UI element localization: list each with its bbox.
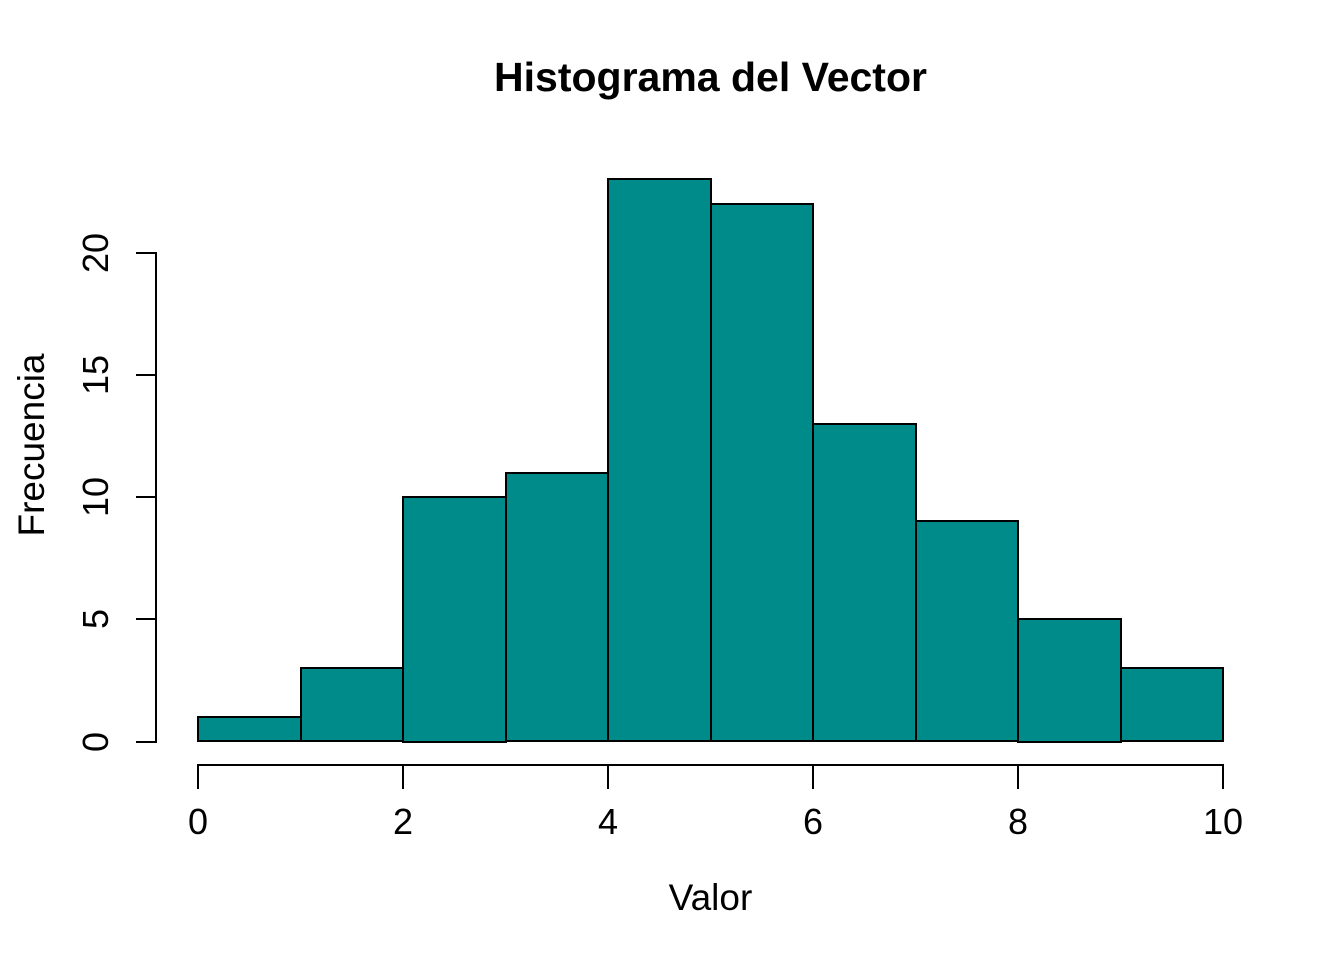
histogram-bar — [402, 496, 507, 743]
y-tick — [136, 740, 157, 743]
x-tick — [812, 764, 814, 789]
x-axis-line — [197, 764, 1224, 766]
y-tick-label: 20 — [75, 232, 116, 273]
y-tick-label: 5 — [75, 609, 116, 630]
chart-title: Histograma del Vector — [494, 54, 927, 100]
x-tick-label: 8 — [1007, 801, 1029, 842]
histogram-bar — [1119, 667, 1224, 743]
histogram-bar — [914, 520, 1019, 743]
y-tick — [136, 373, 157, 376]
x-tick-label: 10 — [1202, 801, 1244, 842]
x-tick-label: 2 — [392, 801, 414, 842]
x-tick — [607, 764, 609, 789]
y-tick — [136, 496, 157, 498]
x-tick-label: 6 — [802, 801, 824, 842]
y-tick — [136, 618, 157, 621]
y-tick-label: 0 — [75, 731, 116, 752]
x-tick-label: 0 — [187, 801, 209, 842]
x-tick — [197, 764, 199, 789]
histogram-bar — [1017, 618, 1122, 743]
y-tick — [136, 251, 157, 254]
y-tick-label: 10 — [75, 476, 116, 518]
y-tick-label: 15 — [75, 354, 116, 395]
histogram-bar — [504, 471, 609, 743]
x-tick — [1222, 764, 1224, 789]
histogram-bar — [709, 202, 814, 743]
histogram-bar — [299, 667, 404, 743]
x-tick-label: 4 — [597, 801, 619, 842]
x-tick — [1017, 764, 1019, 789]
x-axis-label: Valor — [668, 877, 753, 918]
histogram-bar — [812, 422, 917, 743]
x-tick — [402, 764, 404, 789]
histogram-bar — [197, 716, 302, 743]
histogram-bar — [607, 178, 712, 743]
